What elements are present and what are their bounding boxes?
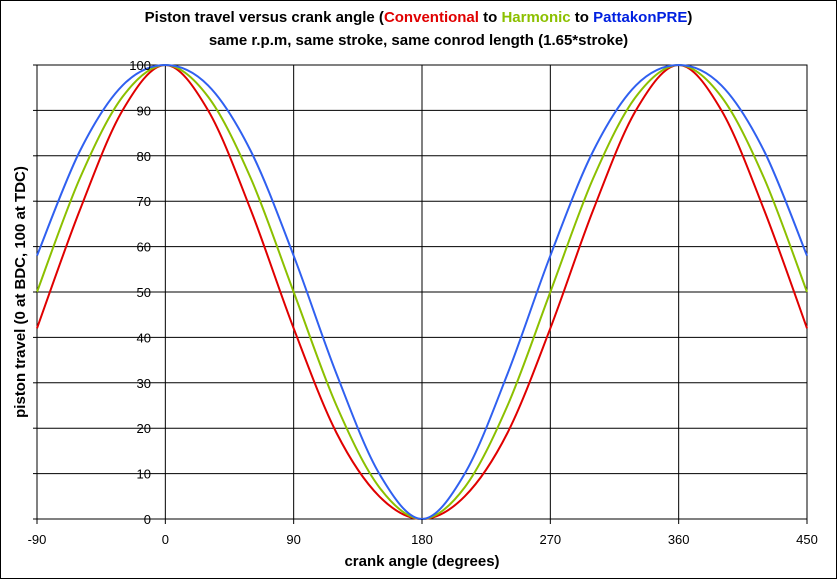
y-axis-title: piston travel (0 at BDC, 100 at TDC) — [12, 166, 29, 418]
x-tick-label: 180 — [411, 532, 433, 547]
title-part1: Piston travel versus crank angle ( — [144, 9, 384, 26]
title-pattakon: PattakonPRE — [593, 9, 688, 26]
x-tick-label: 360 — [668, 532, 690, 547]
x-axis-title: crank angle (degrees) — [344, 553, 499, 570]
chart-title: Piston travel versus crank angle (Conven… — [1, 9, 836, 26]
y-tick-label: 100 — [129, 58, 151, 73]
y-tick-label: 90 — [137, 103, 151, 118]
y-tick-label: 50 — [137, 285, 151, 300]
y-tick-label: 80 — [137, 149, 151, 164]
x-tick-label: 0 — [162, 532, 169, 547]
title-harmonic: Harmonic — [501, 9, 571, 26]
y-tick-label: 0 — [144, 512, 151, 527]
y-tick-label: 60 — [137, 240, 151, 255]
y-tick-label: 70 — [137, 194, 151, 209]
title-close: ) — [687, 9, 693, 26]
x-tick-label: 90 — [286, 532, 300, 547]
title-conventional: Conventional — [383, 9, 479, 26]
x-tick-label: 270 — [539, 532, 561, 547]
y-tick-label: 40 — [137, 330, 151, 345]
x-tick-label: 450 — [796, 532, 818, 547]
title-to2: to — [570, 9, 594, 26]
y-tick-label: 20 — [137, 421, 151, 436]
y-tick-label: 10 — [137, 467, 151, 482]
y-tick-label: 30 — [137, 376, 151, 391]
x-tick-label: -90 — [28, 532, 47, 547]
ticks: 0 10 20 30 40 50 60 70 80 90 100 -90 0 90 180 270 360 450 — [28, 58, 818, 547]
chart-subtitle: same r.p.m, same stroke, same conrod len… — [208, 32, 629, 49]
title-to1: to — [478, 9, 502, 26]
